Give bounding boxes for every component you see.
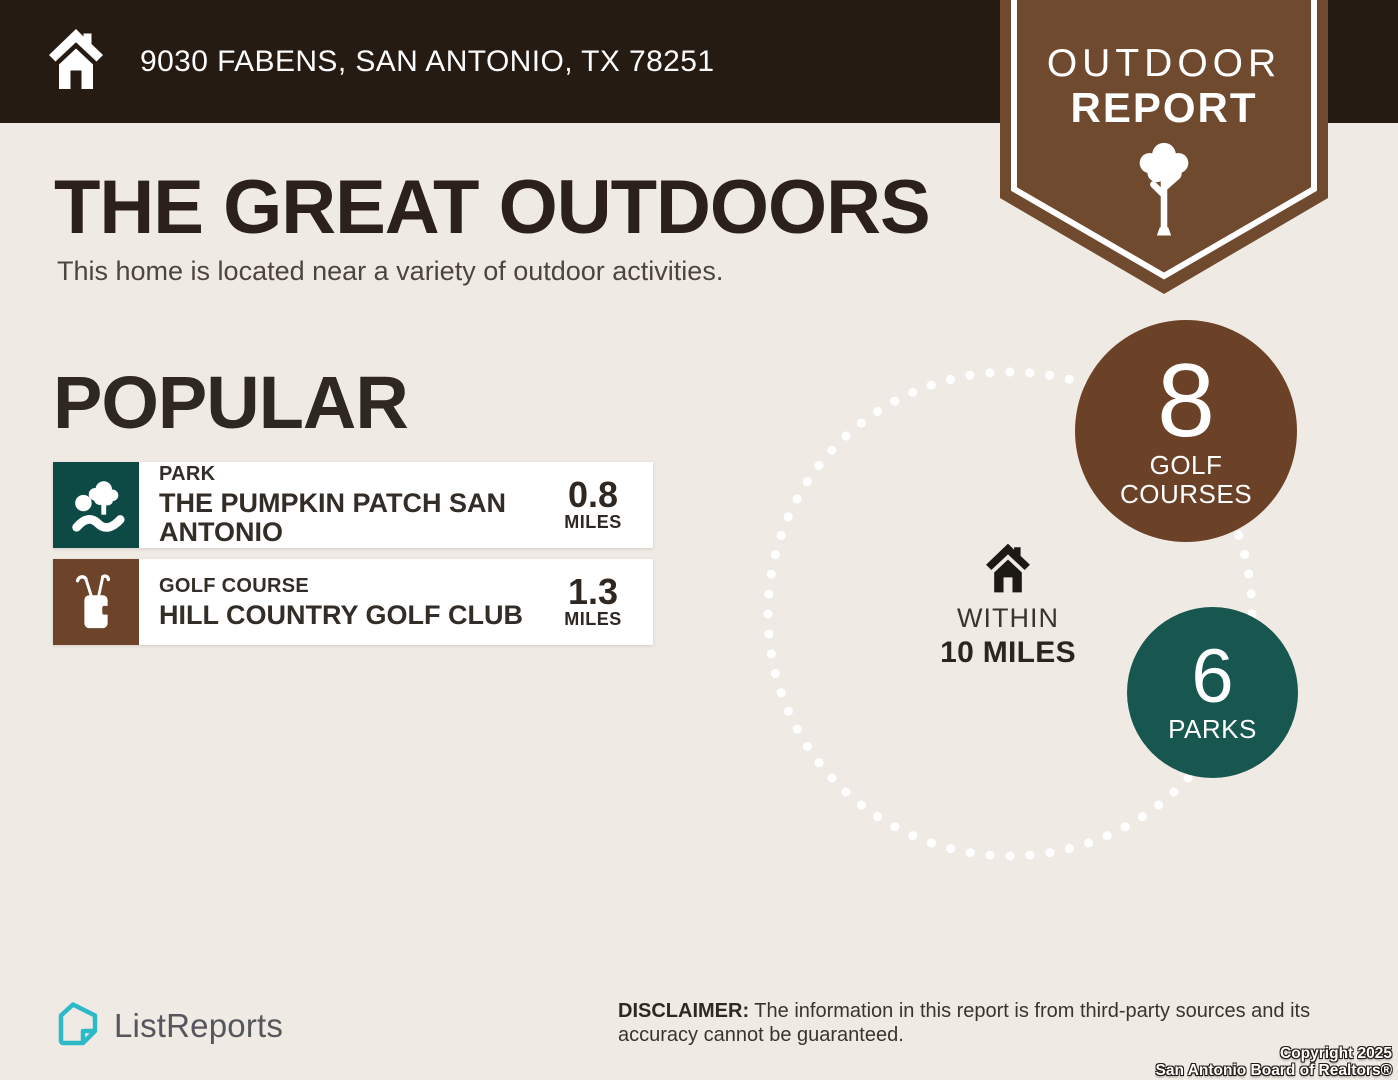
popular-heading: POPULAR <box>53 361 409 444</box>
within-label: WITHIN <box>957 603 1059 633</box>
outdoor-report-ribbon: OUTDOOR REPORT <box>1000 0 1328 298</box>
park-tree-path-icon <box>53 462 139 548</box>
disclaimer-text: The information in this report is from t… <box>618 1000 1311 1046</box>
distance-block: 1.3 MILES <box>545 570 641 630</box>
brand-name: ListReports <box>114 1006 284 1044</box>
dotted-radius-ring <box>760 364 1260 864</box>
distance-unit: MILES <box>564 608 622 629</box>
house-icon <box>983 543 1033 598</box>
page-title: THE GREAT OUTDOORS <box>54 165 931 250</box>
ribbon-title-line1: OUTDOOR <box>1046 42 1282 85</box>
copyright-notice: Copyright 2025 San Antonio Board of Real… <box>1156 1045 1392 1079</box>
category-label: GOLF COURSE <box>159 574 309 597</box>
tree-icon <box>1126 138 1202 243</box>
page-subtitle: This home is located near a variety of o… <box>57 256 724 286</box>
distance-unit: MILES <box>564 511 622 532</box>
place-name: HILL COUNTRY GOLF CLUB <box>159 599 523 630</box>
listreports-brand: ListReports <box>54 999 283 1052</box>
radius-center-label: WITHIN 10 MILES <box>908 542 1108 670</box>
listreports-logo-icon <box>54 999 102 1052</box>
list-item-text: PARK THE PUMPKIN PATCH SAN ANTONIO <box>139 462 545 548</box>
golf-bag-icon <box>53 559 139 645</box>
list-item-golf-course: GOLF COURSE HILL COUNTRY GOLF CLUB 1.3 M… <box>53 559 653 645</box>
golf-courses-count-bubble: 8 GOLF COURSES <box>1075 320 1297 542</box>
ribbon-title-line2: REPORT <box>1070 84 1258 131</box>
home-icon <box>46 26 106 92</box>
category-label: PARK <box>159 463 216 485</box>
parks-count: 6 <box>1191 634 1234 719</box>
property-address: 9030 FABENS, SAN ANTONIO, TX 78251 <box>140 44 715 78</box>
list-item-text: GOLF COURSE HILL COUNTRY GOLF CLUB <box>139 559 545 645</box>
disclaimer: DISCLAIMER: The information in this repo… <box>618 1000 1348 1047</box>
golf-label-line2: COURSES <box>1119 479 1253 509</box>
golf-courses-label: GOLF COURSES <box>1120 451 1252 509</box>
within-value: 10 MILES <box>940 636 1076 669</box>
golf-courses-count: 8 <box>1157 343 1215 459</box>
parks-label: PARKS <box>1168 714 1257 744</box>
copyright-line2: San Antonio Board of Realtors® <box>1155 1062 1392 1079</box>
distance-block: 0.8 MILES <box>545 473 641 533</box>
disclaimer-label: DISCLAIMER: <box>618 1000 750 1022</box>
distance-value: 0.8 <box>567 473 619 515</box>
distance-value: 1.3 <box>567 570 619 612</box>
copyright-line1: Copyright 2025 <box>1280 1045 1392 1062</box>
list-item-park: PARK THE PUMPKIN PATCH SAN ANTONIO 0.8 M… <box>53 462 653 548</box>
golf-label-line1: GOLF <box>1149 450 1223 480</box>
parks-count-bubble: 6 PARKS <box>1127 607 1298 778</box>
place-name: THE PUMPKIN PATCH SAN ANTONIO <box>159 488 507 547</box>
